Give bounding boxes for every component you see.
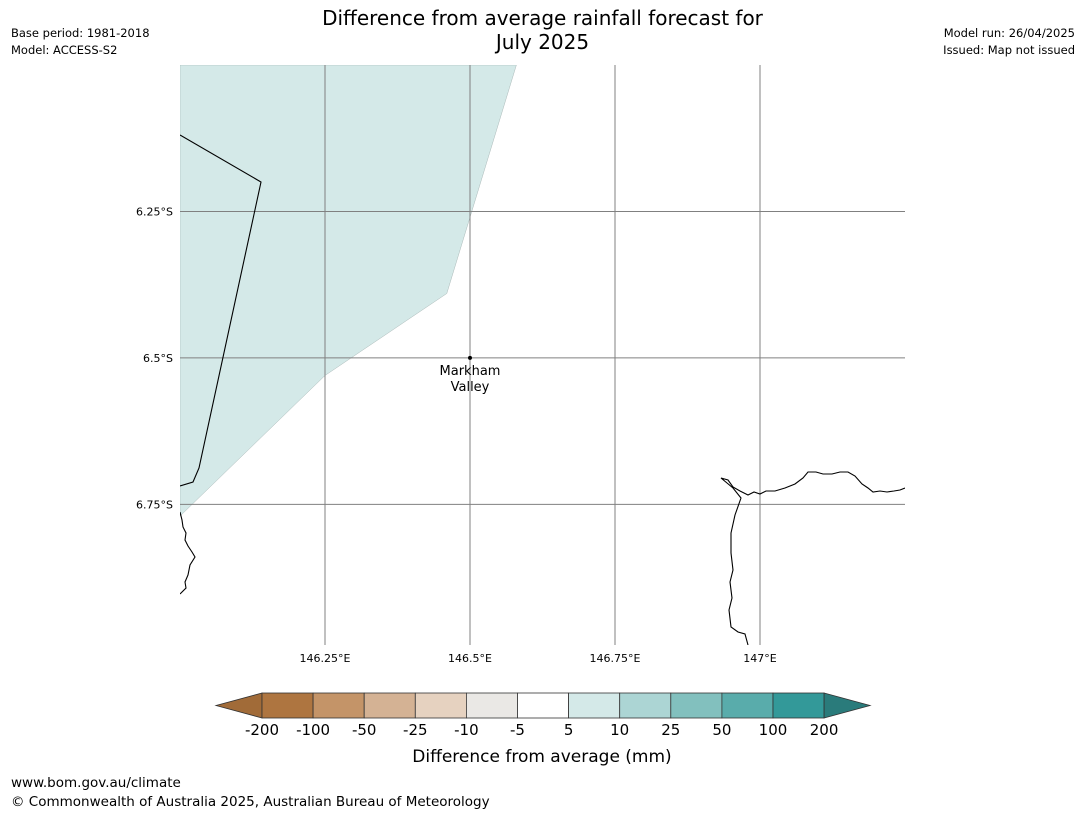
issued-text: Issued: Map not issued — [943, 43, 1075, 57]
map-gridlines — [180, 65, 905, 645]
colorbar: -200 -100 -50 -25 -10 -5 5 10 25 50 100 200 — [214, 692, 872, 739]
colorbar-label-0: -200 — [245, 721, 279, 739]
coastline-west — [180, 511, 196, 595]
rainfall-shaded-region — [180, 65, 517, 517]
footer-url: www.bom.gov.au/climate — [11, 775, 181, 791]
colorbar-label-5: -5 — [510, 721, 525, 739]
colorbar-segment-1 — [312, 692, 365, 719]
coastline-east — [720, 471, 905, 645]
colorbar-extend-high — [823, 692, 872, 719]
map-title: Difference from average rainfall forecas… — [0, 6, 1085, 54]
colorbar-segment-6 — [568, 692, 621, 719]
colorbar-segment-7 — [619, 692, 672, 719]
colorbar-label-1: -100 — [296, 721, 330, 739]
base-period-text: Base period: 1981-2018 — [11, 26, 150, 40]
coastlines — [180, 134, 905, 645]
location-label-line1: Markham — [440, 364, 501, 379]
colorbar-extend-low — [214, 692, 263, 719]
latitude-tick-labels: 6.25°S 6.5°S 6.75°S — [136, 205, 173, 511]
header-meta-left: Base period: 1981-2018 Model: ACCESS-S2 — [11, 25, 150, 59]
lat-tick-label-0: 6.25°S — [136, 205, 173, 218]
colorbar-label-4: -10 — [454, 721, 479, 739]
lon-tick-label-1: 146.5°E — [448, 652, 492, 665]
header-meta-right: Model run: 26/04/2025 Issued: Map not is… — [943, 25, 1075, 59]
map-title-line2: July 2025 — [495, 30, 590, 54]
model-text: Model: ACCESS-S2 — [11, 43, 118, 57]
location-marker-markham-valley: Markham Valley — [440, 355, 501, 395]
colorbar-label-8: 25 — [661, 721, 680, 739]
colorbar-label-11: 200 — [810, 721, 839, 739]
colorbar-segment-8 — [670, 692, 723, 719]
lon-tick-label-2: 146.75°E — [590, 652, 641, 665]
location-dot — [468, 355, 472, 360]
colorbar-segment-3 — [414, 692, 467, 719]
map-area — [180, 65, 905, 645]
colorbar-segment-0 — [261, 692, 314, 719]
model-run-text: Model run: 26/04/2025 — [943, 26, 1075, 40]
colorbar-segment-5 — [517, 692, 569, 719]
location-label-line2: Valley — [451, 380, 490, 395]
lat-tick-label-2: 6.75°S — [136, 498, 173, 511]
colorbar-segment-9 — [721, 692, 774, 719]
map-title-line1: Difference from average rainfall forecas… — [322, 6, 763, 30]
colorbar-title: Difference from average (mm) — [412, 747, 671, 767]
longitude-tick-labels: 146.25°E 146.5°E 146.75°E 147°E — [300, 652, 777, 665]
colorbar-label-9: 50 — [712, 721, 731, 739]
colorbar-segment-10 — [772, 692, 825, 719]
lat-tick-label-1: 6.5°S — [143, 352, 173, 365]
footer: www.bom.gov.au/climate © Commonwealth of… — [11, 774, 490, 812]
lon-tick-label-0: 146.25°E — [300, 652, 351, 665]
footer-copyright: © Commonwealth of Australia 2025, Austra… — [11, 794, 490, 810]
province-boundary-line — [180, 134, 262, 487]
colorbar-label-3: -25 — [403, 721, 428, 739]
colorbar-label-2: -50 — [352, 721, 377, 739]
colorbar-segment-2 — [363, 692, 416, 719]
lon-tick-label-3: 147°E — [743, 652, 776, 665]
colorbar-label-10: 100 — [759, 721, 788, 739]
colorbar-segment-4 — [465, 692, 518, 719]
colorbar-label-6: 5 — [564, 721, 574, 739]
colorbar-label-7: 10 — [610, 721, 629, 739]
